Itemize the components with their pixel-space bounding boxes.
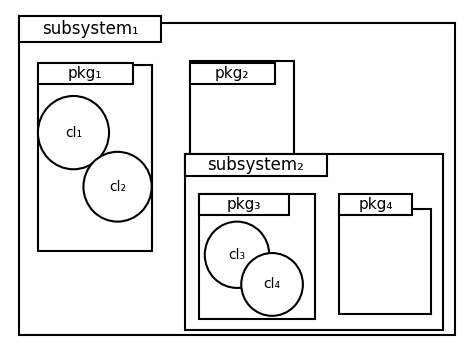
Bar (185, 154, 443, 330)
Text: cl₄: cl₄ (264, 277, 281, 291)
Text: pkg₄: pkg₄ (358, 197, 393, 212)
Ellipse shape (38, 96, 109, 169)
Bar (19, 23, 455, 335)
Text: pkg₂: pkg₂ (215, 66, 249, 81)
Text: pkg₁: pkg₁ (68, 66, 102, 81)
Ellipse shape (241, 253, 303, 316)
Bar (190, 61, 294, 157)
Text: cl₃: cl₃ (228, 248, 246, 262)
Text: cl₂: cl₂ (109, 180, 126, 194)
Bar (38, 63, 133, 84)
Text: subsystem₁: subsystem₁ (42, 20, 138, 38)
Ellipse shape (83, 152, 152, 222)
Bar (19, 16, 161, 42)
Bar (185, 154, 327, 176)
Text: pkg₃: pkg₃ (227, 197, 261, 212)
Bar (199, 194, 289, 215)
Bar (199, 194, 315, 319)
Bar (38, 65, 152, 251)
Bar (339, 209, 431, 314)
Text: subsystem₂: subsystem₂ (208, 156, 304, 174)
Bar (339, 194, 412, 215)
Ellipse shape (205, 222, 269, 288)
Text: cl₁: cl₁ (65, 126, 82, 140)
Bar (190, 63, 275, 84)
